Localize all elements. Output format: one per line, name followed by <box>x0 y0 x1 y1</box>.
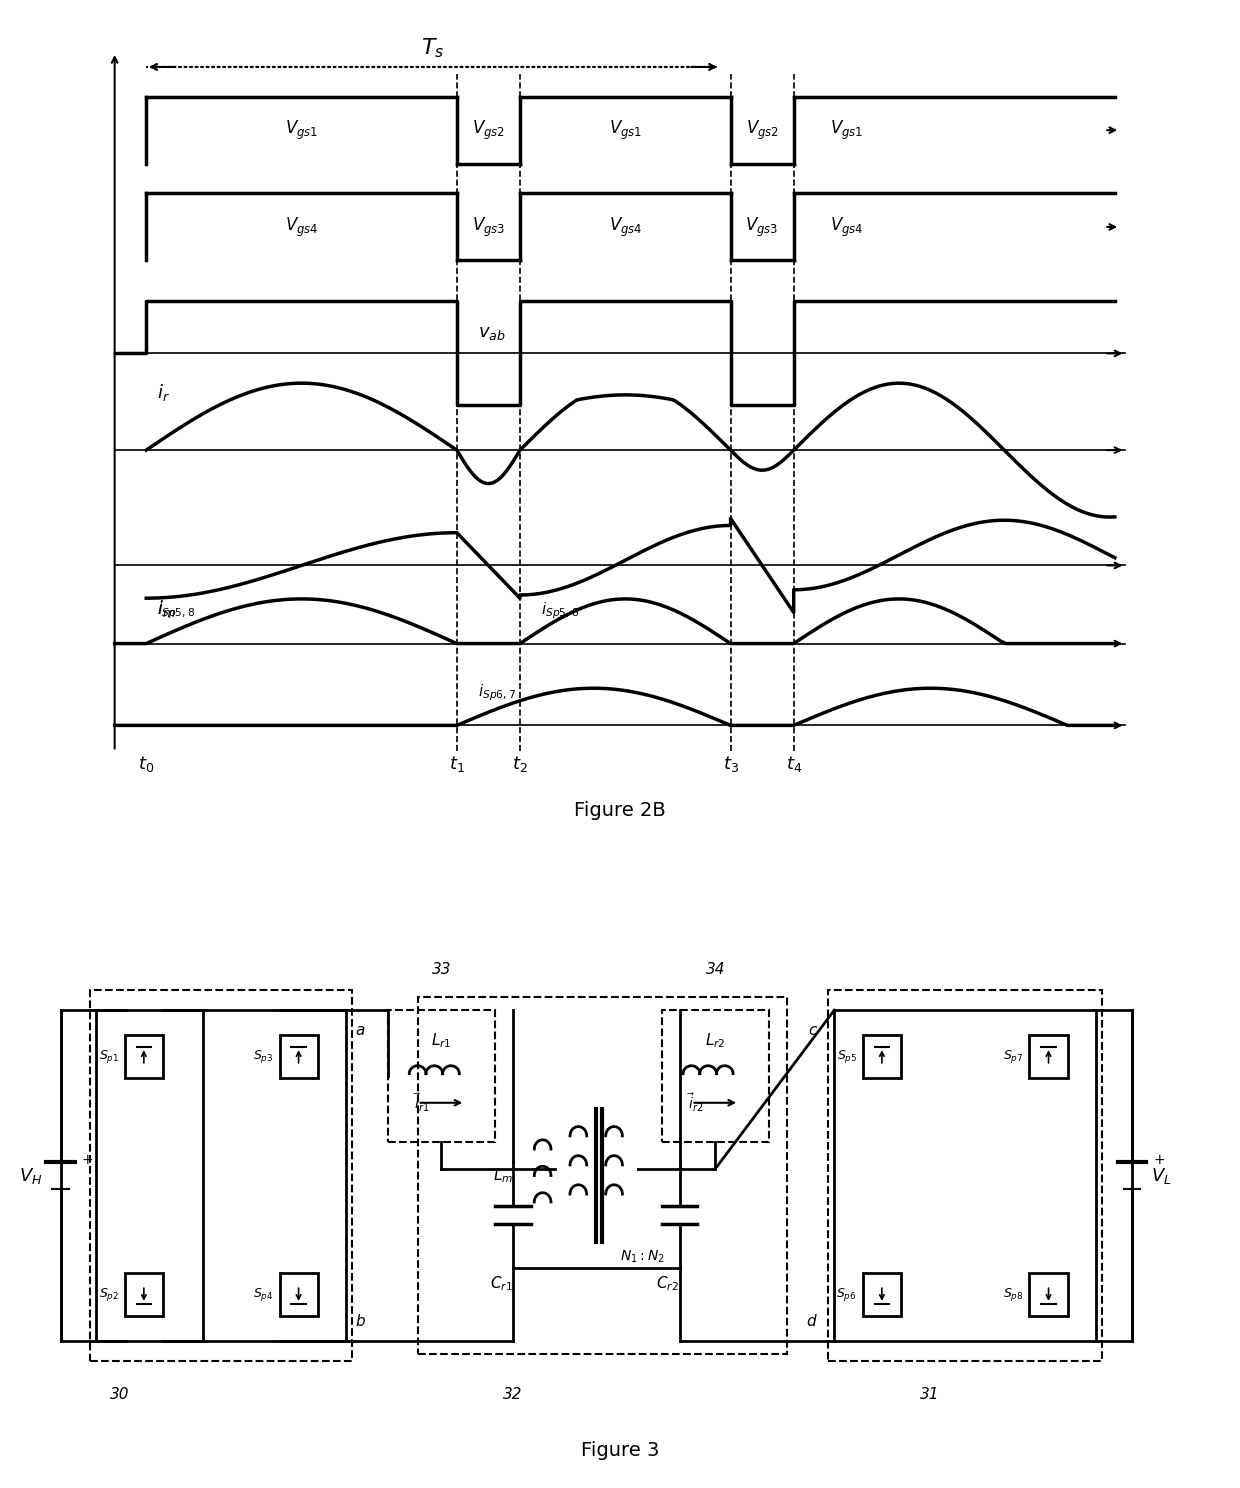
Text: 34: 34 <box>706 963 725 978</box>
Text: $C_{r2}$: $C_{r2}$ <box>656 1275 680 1293</box>
Text: $i_{Sp5,8}$: $i_{Sp5,8}$ <box>541 601 579 622</box>
Text: $L_{r2}$: $L_{r2}$ <box>706 1031 725 1051</box>
Text: $V_{gs3}$: $V_{gs3}$ <box>471 216 505 238</box>
Text: 32: 32 <box>503 1387 522 1402</box>
Text: +: + <box>1153 1153 1164 1167</box>
Text: 30: 30 <box>110 1387 130 1402</box>
Text: $t_4$: $t_4$ <box>786 754 802 774</box>
Text: Figure 3: Figure 3 <box>580 1442 660 1460</box>
Text: b: b <box>356 1314 366 1329</box>
Text: $V_{gs4}$: $V_{gs4}$ <box>830 216 863 238</box>
Bar <box>125 1036 162 1077</box>
Text: $L_{r1}$: $L_{r1}$ <box>432 1031 451 1051</box>
Text: $V_L$: $V_L$ <box>1151 1165 1172 1186</box>
Text: $S_{p5}$: $S_{p5}$ <box>837 1048 857 1065</box>
Text: $V_H$: $V_H$ <box>19 1165 42 1186</box>
Text: a: a <box>356 1022 365 1037</box>
Text: $S_{p6}$: $S_{p6}$ <box>837 1286 857 1303</box>
Text: $S_{p3}$: $S_{p3}$ <box>253 1048 274 1065</box>
Text: $V_{gs1}$: $V_{gs1}$ <box>285 119 319 141</box>
Bar <box>125 1274 162 1315</box>
Text: $i_r$: $i_r$ <box>156 382 170 403</box>
Text: $T_s$: $T_s$ <box>422 36 445 60</box>
Text: $V_{gs4}$: $V_{gs4}$ <box>609 216 642 238</box>
Text: $L_m$: $L_m$ <box>492 1167 513 1184</box>
Text: $i_{Sp6,7}$: $i_{Sp6,7}$ <box>477 683 516 704</box>
Text: $V_{gs4}$: $V_{gs4}$ <box>285 216 319 238</box>
Text: $i_{Sp5,8}$: $i_{Sp5,8}$ <box>156 601 195 622</box>
Text: $t_0$: $t_0$ <box>138 754 154 774</box>
Bar <box>279 1274 317 1315</box>
Text: $t_3$: $t_3$ <box>723 754 739 774</box>
Text: $V_{gs2}$: $V_{gs2}$ <box>472 119 505 141</box>
Bar <box>828 991 1102 1360</box>
Text: +: + <box>82 1153 93 1167</box>
Bar <box>418 997 786 1354</box>
Bar <box>1029 1036 1068 1077</box>
Text: $\vec{i}_{r1}$: $\vec{i}_{r1}$ <box>413 1092 429 1115</box>
Text: d: d <box>807 1314 816 1329</box>
Text: $S_{p1}$: $S_{p1}$ <box>99 1048 119 1065</box>
Text: 31: 31 <box>920 1387 939 1402</box>
Text: c: c <box>808 1022 816 1037</box>
Text: $S_{p2}$: $S_{p2}$ <box>99 1286 119 1303</box>
Text: $V_{gs3}$: $V_{gs3}$ <box>745 216 779 238</box>
Text: $S_{p7}$: $S_{p7}$ <box>1003 1048 1023 1065</box>
Text: $\vec{i}_{r2}$: $\vec{i}_{r2}$ <box>687 1092 703 1115</box>
Bar <box>662 1010 769 1143</box>
Bar <box>388 1010 495 1143</box>
Text: $t_2$: $t_2$ <box>512 754 528 774</box>
Text: $V_{gs1}$: $V_{gs1}$ <box>609 119 642 141</box>
Text: $V_{gs2}$: $V_{gs2}$ <box>745 119 779 141</box>
Text: $S_{p4}$: $S_{p4}$ <box>253 1286 274 1303</box>
Bar <box>863 1274 901 1315</box>
Text: 33: 33 <box>432 963 451 978</box>
Bar <box>279 1036 317 1077</box>
Text: $S_{p8}$: $S_{p8}$ <box>1003 1286 1023 1303</box>
Text: $t_1$: $t_1$ <box>449 754 465 774</box>
Bar <box>1029 1274 1068 1315</box>
Bar <box>91 991 352 1360</box>
Text: $C_{r1}$: $C_{r1}$ <box>490 1275 512 1293</box>
Text: Figure 2B: Figure 2B <box>574 802 666 820</box>
Bar <box>863 1036 901 1077</box>
Text: $v_{ab}$: $v_{ab}$ <box>477 324 506 342</box>
Text: $V_{gs1}$: $V_{gs1}$ <box>830 119 863 141</box>
Text: $N_1:N_2$: $N_1:N_2$ <box>620 1248 665 1265</box>
Text: $i_m$: $i_m$ <box>156 598 175 619</box>
